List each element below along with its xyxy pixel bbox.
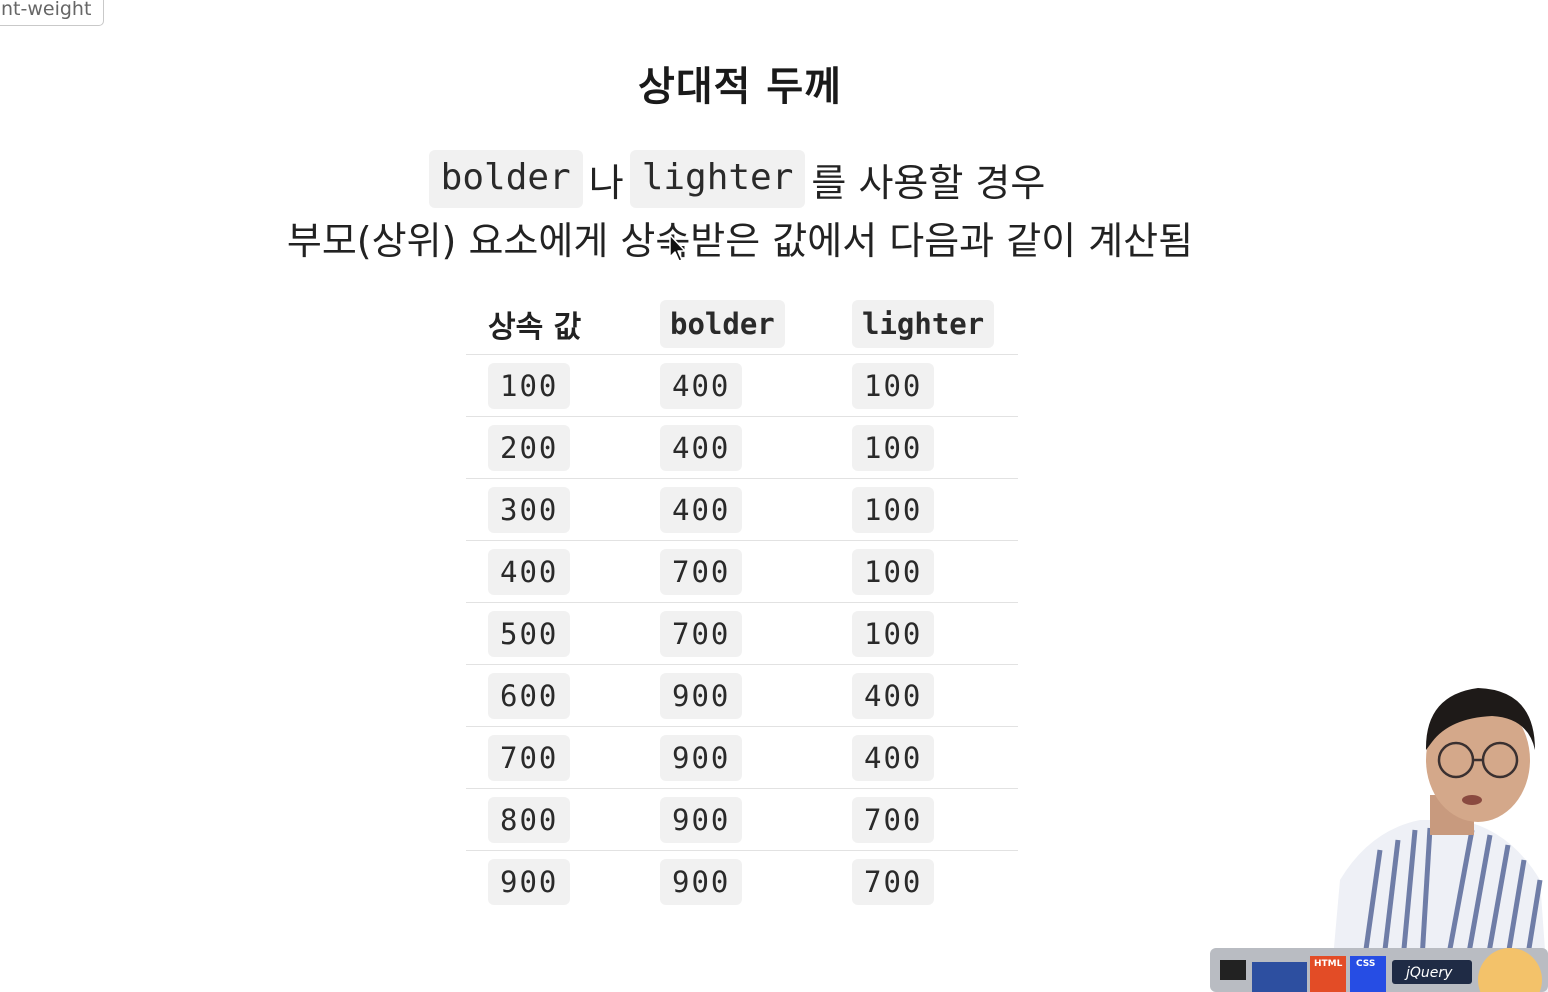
cell-lighter: 100 bbox=[830, 602, 1018, 665]
cell-bolder: 900 bbox=[638, 726, 830, 789]
value-code: 800 bbox=[488, 796, 571, 843]
cell-inherited: 600 bbox=[466, 664, 638, 727]
css-sticker-label: CSS bbox=[1356, 959, 1375, 969]
cell-bolder: 700 bbox=[638, 602, 830, 665]
code-bolder: bolder bbox=[428, 150, 583, 208]
table-header-row: 상속 값 bolder lighter bbox=[466, 296, 1018, 355]
cell-lighter: 100 bbox=[830, 416, 1018, 479]
description-line-2: 부모(상위) 요소에게 상속받은 값에서 다음과 같이 계산됨 bbox=[286, 219, 1194, 263]
cell-bolder: 400 bbox=[638, 354, 830, 417]
presenter-video: HTML CSS jQuery bbox=[1210, 688, 1548, 992]
table-row: 800 900 700 bbox=[466, 788, 1018, 851]
value-code: 900 bbox=[660, 734, 743, 781]
cell-bolder: 400 bbox=[638, 478, 830, 541]
code-lighter: lighter bbox=[629, 150, 806, 208]
cell-inherited: 100 bbox=[466, 354, 638, 417]
value-code: 100 bbox=[852, 548, 935, 595]
description-end-text: 를 사용할 경우 bbox=[811, 160, 1046, 205]
value-code: 500 bbox=[488, 610, 571, 657]
cell-lighter: 400 bbox=[830, 726, 1018, 789]
cell-lighter: 100 bbox=[830, 354, 1018, 417]
value-code: 400 bbox=[852, 734, 935, 781]
value-code: 700 bbox=[852, 796, 935, 843]
table-row: 300 400 100 bbox=[466, 478, 1018, 541]
value-code: 900 bbox=[660, 858, 743, 905]
value-code: 900 bbox=[488, 858, 571, 905]
cell-lighter: 700 bbox=[830, 851, 1018, 913]
value-code: 100 bbox=[488, 362, 571, 409]
cell-inherited: 500 bbox=[466, 602, 638, 665]
value-code: 400 bbox=[660, 424, 743, 471]
tab-label[interactable]: nt-weight bbox=[0, 0, 105, 26]
table-row: 700 900 400 bbox=[466, 726, 1018, 789]
value-code: 700 bbox=[660, 548, 743, 595]
table-row: 900 900 700 bbox=[466, 851, 1018, 913]
value-code: 100 bbox=[852, 486, 935, 533]
table-row: 100 400 100 bbox=[466, 354, 1018, 417]
html-sticker-label: HTML bbox=[1314, 959, 1343, 969]
value-code: 100 bbox=[852, 362, 935, 409]
value-code: 700 bbox=[488, 734, 571, 781]
value-code: 900 bbox=[660, 672, 743, 719]
value-code: 700 bbox=[852, 858, 935, 905]
cell-lighter: 700 bbox=[830, 788, 1018, 851]
value-code: 400 bbox=[488, 548, 571, 595]
connector-text: 나 bbox=[588, 160, 624, 205]
table-row: 500 700 100 bbox=[466, 602, 1018, 665]
cell-inherited: 800 bbox=[466, 788, 638, 851]
cell-bolder: 900 bbox=[638, 851, 830, 913]
cell-bolder: 900 bbox=[638, 664, 830, 727]
header-bolder-code: bolder bbox=[660, 300, 785, 348]
cell-bolder: 400 bbox=[638, 416, 830, 479]
cell-bolder: 900 bbox=[638, 788, 830, 851]
table-row: 400 700 100 bbox=[466, 540, 1018, 603]
value-code: 600 bbox=[488, 672, 571, 719]
table-row: 600 900 400 bbox=[466, 664, 1018, 727]
weight-table: 상속 값 bolder lighter 100 400 100 200 400 … bbox=[466, 296, 1018, 912]
description-line-1: bolder 나 lighter 를 사용할 경우 bbox=[0, 150, 1480, 208]
jquery-sticker-label: jQuery bbox=[1404, 965, 1453, 981]
table-row: 200 400 100 bbox=[466, 416, 1018, 479]
cell-inherited: 300 bbox=[466, 478, 638, 541]
value-code: 400 bbox=[660, 362, 743, 409]
cell-bolder: 700 bbox=[638, 540, 830, 603]
slide-title: 상대적 두께 bbox=[638, 64, 842, 110]
header-lighter: lighter bbox=[830, 296, 1018, 355]
value-code: 300 bbox=[488, 486, 571, 533]
cell-inherited: 900 bbox=[466, 851, 638, 913]
mouse-cursor-icon bbox=[669, 234, 686, 262]
value-code: 700 bbox=[660, 610, 743, 657]
cell-lighter: 100 bbox=[830, 478, 1018, 541]
cell-lighter: 100 bbox=[830, 540, 1018, 603]
header-lighter-code: lighter bbox=[852, 300, 995, 348]
value-code: 400 bbox=[660, 486, 743, 533]
header-bolder: bolder bbox=[638, 296, 830, 355]
value-code: 400 bbox=[852, 672, 935, 719]
header-inherited: 상속 값 bbox=[466, 296, 638, 355]
cell-inherited: 700 bbox=[466, 726, 638, 789]
value-code: 200 bbox=[488, 424, 571, 471]
value-code: 100 bbox=[852, 610, 935, 657]
value-code: 100 bbox=[852, 424, 935, 471]
cell-lighter: 400 bbox=[830, 664, 1018, 727]
value-code: 900 bbox=[660, 796, 743, 843]
cell-inherited: 200 bbox=[466, 416, 638, 479]
cell-inherited: 400 bbox=[466, 540, 638, 603]
